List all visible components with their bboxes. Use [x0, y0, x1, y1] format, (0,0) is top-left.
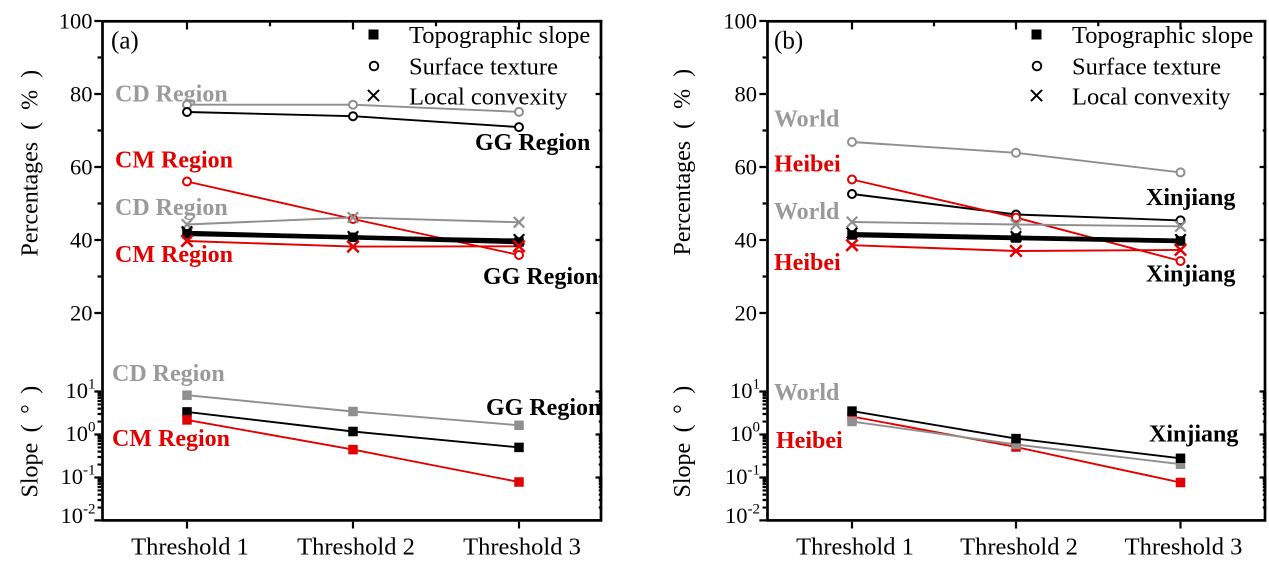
svg-text:World: World	[774, 380, 840, 406]
svg-text:60: 60	[70, 155, 93, 180]
svg-text:(b): (b)	[774, 28, 803, 55]
svg-text:Threshold 3: Threshold 3	[463, 534, 581, 561]
svg-text:Heibei: Heibei	[774, 152, 841, 178]
svg-text:40: 40	[735, 228, 758, 253]
svg-text:CM Region: CM Region	[115, 148, 233, 174]
svg-text:Xinjiang: Xinjiang	[1149, 422, 1238, 448]
svg-text:Xinjiang: Xinjiang	[1146, 185, 1235, 211]
svg-text:GG Region: GG Region	[483, 264, 598, 290]
svg-text:20: 20	[70, 301, 93, 326]
svg-text:CD Region: CD Region	[115, 195, 228, 221]
svg-text:60: 60	[735, 155, 758, 180]
svg-text:Surface texture: Surface texture	[1072, 54, 1221, 81]
svg-text:100: 100	[59, 9, 93, 34]
svg-text:Local convexity: Local convexity	[409, 84, 568, 111]
svg-text:Threshold 2: Threshold 2	[960, 534, 1078, 561]
svg-text:40: 40	[70, 228, 93, 253]
svg-text:20: 20	[735, 301, 758, 326]
svg-text:10-2: 10-2	[725, 502, 760, 529]
svg-text:Percentages(%): Percentages(%)	[670, 69, 696, 256]
svg-text:Surface texture: Surface texture	[409, 54, 558, 81]
svg-text:World: World	[774, 107, 840, 133]
svg-text:Heibei: Heibei	[776, 428, 843, 454]
svg-text:100: 100	[723, 9, 757, 34]
svg-text:Threshold 1: Threshold 1	[131, 534, 249, 561]
svg-text:CD Region: CD Region	[112, 361, 225, 387]
svg-text:World: World	[774, 199, 840, 225]
svg-text:80: 80	[70, 82, 93, 107]
svg-text:CM Region: CM Region	[115, 242, 233, 268]
svg-text:(a): (a)	[111, 28, 139, 55]
svg-text:Threshold 3: Threshold 3	[1125, 534, 1243, 561]
svg-text:Heibei: Heibei	[774, 250, 841, 276]
svg-text:Xinjiang: Xinjiang	[1146, 262, 1235, 288]
svg-text:CD Region: CD Region	[115, 82, 228, 108]
svg-text:Topographic slope: Topographic slope	[409, 22, 590, 49]
svg-text:CM Region: CM Region	[112, 426, 230, 452]
svg-text:Local convexity: Local convexity	[1072, 84, 1231, 111]
svg-text:Topographic slope: Topographic slope	[1072, 22, 1253, 49]
svg-text:100: 100	[730, 420, 760, 447]
svg-text:80: 80	[735, 82, 758, 107]
svg-text:GG Region: GG Region	[475, 130, 590, 156]
svg-text:Threshold 2: Threshold 2	[297, 534, 415, 561]
svg-text:GG Region: GG Region	[486, 395, 601, 421]
svg-text:Threshold 1: Threshold 1	[796, 534, 914, 561]
svg-text:Percentages(%): Percentages(%)	[18, 70, 44, 257]
svg-text:10-1: 10-1	[61, 463, 96, 490]
